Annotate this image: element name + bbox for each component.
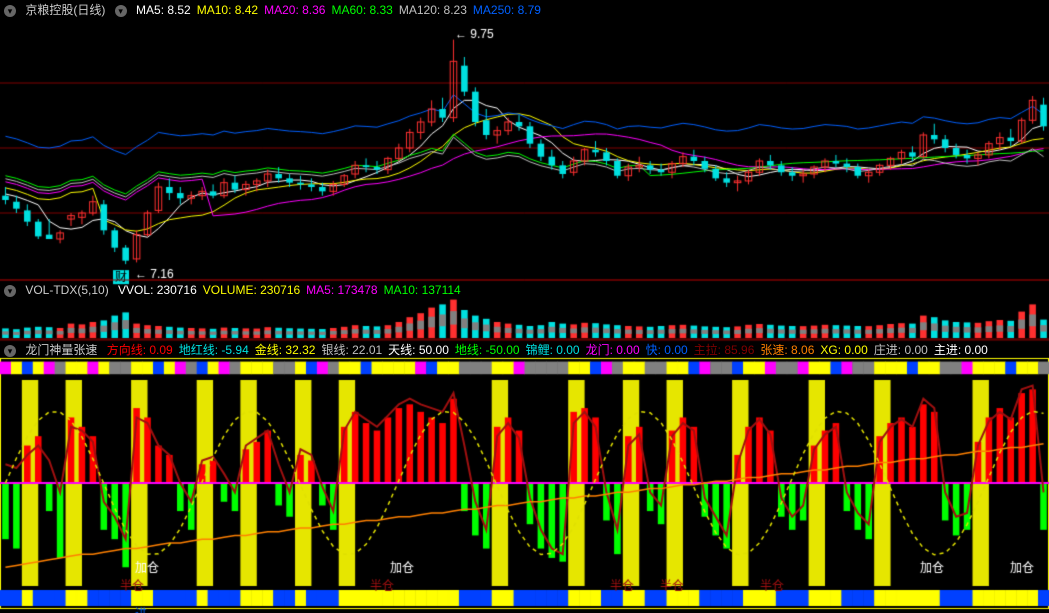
indicator-value: MA20: 8.36 (264, 3, 325, 17)
volume-title: VOL-TDX(5,10) (25, 283, 108, 297)
indicator-value: 主进: 0.00 (934, 343, 988, 357)
expand-icon[interactable]: ▾ (4, 5, 16, 17)
indicator-value: MA250: 8.79 (473, 3, 541, 17)
indicator-value: MA10: 137114 (384, 283, 461, 297)
settings-icon[interactable]: ▾ (115, 5, 127, 17)
indicator-value: MA5: 8.52 (136, 3, 191, 17)
indicator-value: 龙门: 0.00 (586, 343, 640, 357)
price-title: 京粮控股(日线) (25, 3, 105, 17)
indicator-value: MA120: 8.23 (399, 3, 467, 17)
indicator-value: 快: 0.00 (646, 343, 688, 357)
indicator-value: 天线: 50.00 (388, 343, 449, 357)
expand-icon[interactable]: ▾ (4, 345, 16, 357)
chart-canvas[interactable] (0, 0, 1049, 613)
indicator-value: 方向线: 0.09 (107, 343, 173, 357)
indicator-header: ▾ 龙门神量张速 方向线: 0.09 地红线: -5.94 金线: 32.32 银线:… (0, 342, 1000, 358)
indicator-value: 银线: 22.01 (321, 343, 382, 357)
price-header: ▾ 京粮控股(日线) ▾ MA5: 8.52 MA10: 8.42 MA20: 8.… (0, 2, 553, 18)
indicator-value: MA60: 8.33 (331, 3, 392, 17)
indicator-value: 金线: 32.32 (255, 343, 316, 357)
indicator-value: 锦鲤: 0.00 (526, 343, 580, 357)
indicator-title: 龙门神量张速 (25, 343, 97, 357)
indicator-value: VVOL: 230716 (118, 283, 197, 297)
indicator-value: 庄进: 0.00 (874, 343, 928, 357)
indicator-value: XG: 0.00 (820, 343, 867, 357)
volume-header: ▾ VOL-TDX(5,10) VVOL: 230716 VOLUME: 2307… (0, 282, 473, 298)
indicator-value: MA5: 173478 (306, 283, 377, 297)
indicator-value: 地红线: -5.94 (179, 343, 249, 357)
indicator-value: 主拉: 85.96 (694, 343, 755, 357)
indicator-value: 地线: -50.00 (455, 343, 520, 357)
expand-icon[interactable]: ▾ (4, 285, 16, 297)
indicator-value: VOLUME: 230716 (203, 283, 300, 297)
indicator-value: 张速: 8.06 (760, 343, 814, 357)
indicator-value: MA10: 8.42 (197, 3, 258, 17)
